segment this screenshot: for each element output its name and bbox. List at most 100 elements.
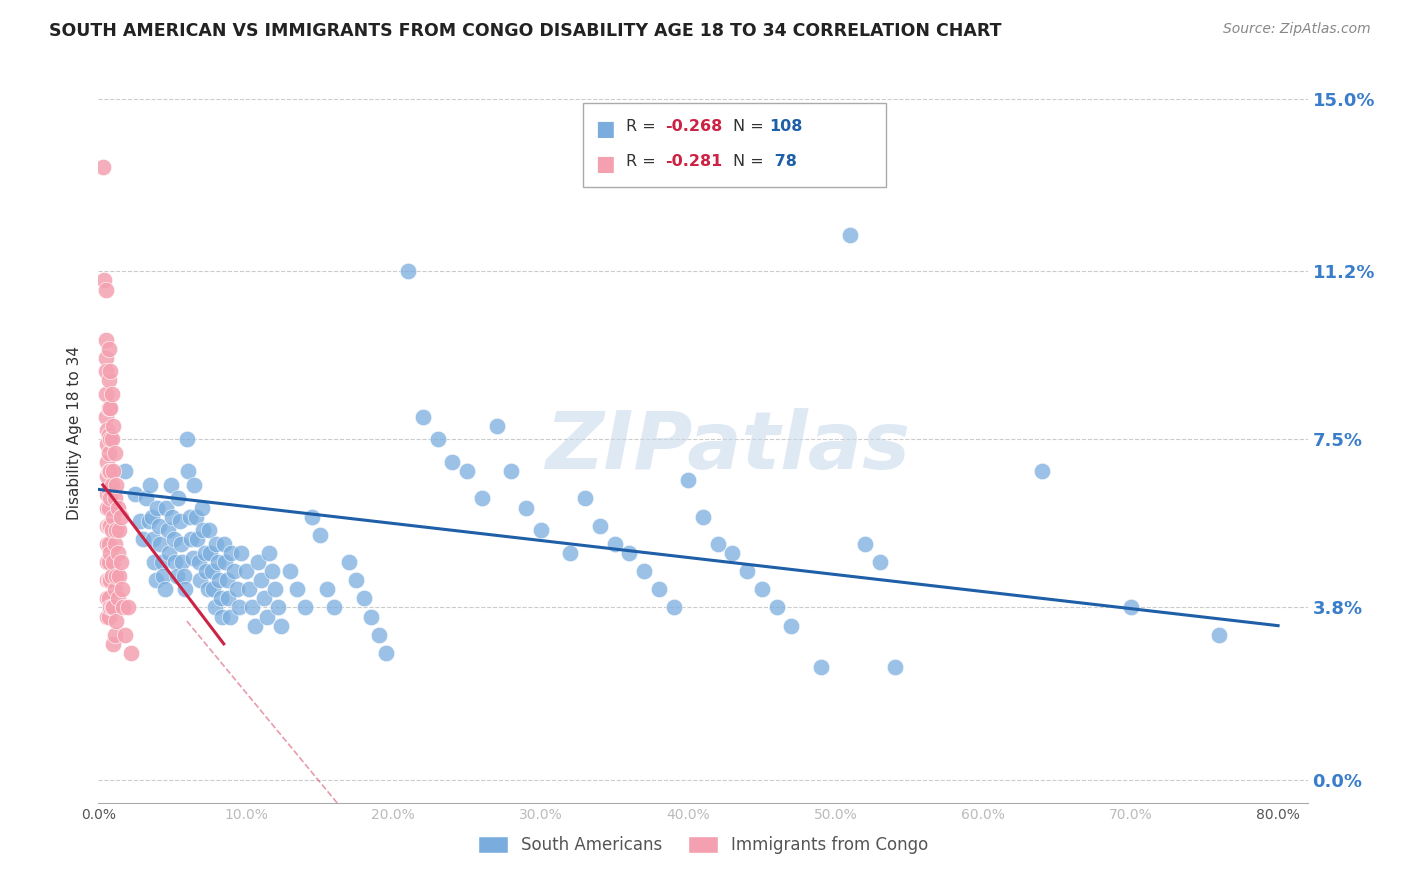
Point — [97, 401, 120, 415]
Point — [107, 591, 129, 606]
Point — [218, 609, 240, 624]
Point — [111, 582, 134, 597]
Point — [231, 546, 253, 560]
Point — [105, 568, 128, 582]
Point — [98, 491, 121, 506]
Point — [97, 500, 120, 515]
Point — [94, 333, 117, 347]
Point — [205, 537, 228, 551]
Point — [200, 546, 222, 560]
Point — [226, 582, 249, 597]
Point — [107, 546, 129, 560]
Point — [152, 568, 174, 582]
Point — [353, 591, 375, 606]
Point — [456, 464, 478, 478]
Point — [190, 500, 212, 515]
Point — [209, 591, 232, 606]
Point — [94, 283, 117, 297]
Point — [201, 564, 224, 578]
Point — [98, 364, 121, 378]
Point — [603, 537, 626, 551]
Point — [101, 600, 124, 615]
Point — [94, 387, 117, 401]
Point — [101, 464, 124, 478]
Point — [110, 555, 132, 569]
Point — [101, 418, 124, 433]
Point — [246, 555, 269, 569]
Point — [485, 418, 508, 433]
Point — [262, 564, 284, 578]
Point — [240, 600, 263, 615]
Point — [97, 373, 120, 387]
Text: ■: ■ — [595, 119, 614, 138]
Point — [114, 628, 136, 642]
Point — [155, 500, 177, 515]
Point — [501, 464, 523, 478]
Point — [170, 537, 193, 551]
Point — [146, 500, 169, 515]
Point — [91, 160, 114, 174]
Text: Source: ZipAtlas.com: Source: ZipAtlas.com — [1223, 22, 1371, 37]
Point — [172, 555, 194, 569]
Point — [97, 555, 120, 569]
Point — [308, 528, 330, 542]
Point — [110, 509, 132, 524]
Point — [96, 455, 118, 469]
Point — [208, 573, 231, 587]
Point — [211, 609, 233, 624]
Point — [249, 573, 271, 587]
Point — [97, 342, 120, 356]
Point — [278, 564, 301, 578]
Point — [678, 473, 700, 487]
Point — [177, 464, 200, 478]
Point — [188, 573, 211, 587]
Point — [197, 582, 219, 597]
Point — [179, 509, 201, 524]
Point — [259, 546, 281, 560]
Point — [560, 546, 582, 560]
Point — [104, 491, 127, 506]
Point — [148, 518, 170, 533]
Point — [98, 546, 121, 560]
Point — [93, 273, 115, 287]
Point — [173, 568, 195, 582]
Point — [706, 537, 728, 551]
Point — [633, 564, 655, 578]
Point — [176, 433, 198, 447]
Point — [360, 609, 382, 624]
Point — [96, 537, 118, 551]
Y-axis label: Disability Age 18 to 34: Disability Age 18 to 34 — [67, 345, 83, 520]
Point — [98, 573, 121, 587]
Point — [104, 582, 127, 597]
Point — [101, 637, 124, 651]
Point — [471, 491, 494, 506]
Point — [97, 483, 120, 497]
Point — [648, 582, 671, 597]
Point — [194, 546, 217, 560]
Point — [150, 555, 173, 569]
Point — [169, 514, 191, 528]
Point — [94, 409, 117, 424]
Text: N =: N = — [733, 119, 769, 134]
Point — [589, 518, 612, 533]
Text: R =: R = — [626, 119, 661, 134]
Point — [98, 401, 121, 415]
Text: 108: 108 — [769, 119, 803, 134]
Point — [181, 550, 204, 565]
Point — [160, 509, 183, 524]
Point — [214, 555, 236, 569]
Point — [96, 500, 118, 515]
Point — [287, 582, 309, 597]
Point — [97, 464, 120, 478]
Point — [128, 514, 150, 528]
Point — [1031, 464, 1053, 478]
Point — [159, 478, 181, 492]
Point — [337, 555, 360, 569]
Point — [228, 600, 250, 615]
Point — [97, 537, 120, 551]
Text: N =: N = — [733, 154, 769, 169]
Point — [301, 509, 323, 524]
Point — [515, 500, 537, 515]
Point — [207, 555, 229, 569]
Point — [96, 423, 118, 437]
